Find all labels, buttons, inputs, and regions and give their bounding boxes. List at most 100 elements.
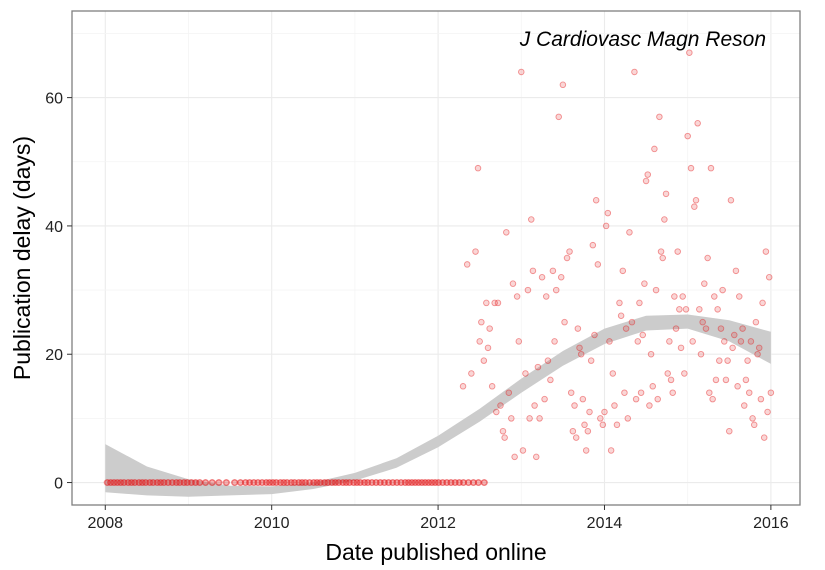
data-point [250,479,257,486]
data-point [272,479,280,486]
data-point [501,434,508,441]
data-point [291,479,299,486]
data-point [156,479,164,486]
data-point [241,479,249,486]
data-point [636,299,643,307]
data-point [425,479,433,486]
data-point [431,479,439,486]
data-point [290,479,298,486]
data-point [139,479,146,486]
data-point [541,395,548,403]
data-point [414,479,422,486]
data-point [652,286,660,294]
data-point [128,479,136,486]
data-point [524,286,532,294]
data-point [755,344,763,352]
data-point [419,479,426,486]
data-point [646,402,653,409]
confidence-band [105,314,771,497]
data-point [176,479,184,486]
data-point [368,479,375,486]
data-point [491,299,498,307]
data-point [146,479,153,486]
data-point [536,415,543,422]
data-point [127,479,135,486]
data-point [592,197,600,204]
data-point [460,479,468,486]
data-point [497,402,504,409]
data-point [626,229,633,236]
data-point [651,145,658,153]
data-point [331,479,339,486]
data-point [208,479,216,486]
data-point [339,479,346,486]
data-point [752,318,760,326]
data-point [136,479,143,486]
data-point [447,479,454,486]
data-point [677,344,685,352]
data-point [259,479,266,486]
data-point [522,370,529,377]
data-point [654,395,661,403]
data-point [131,479,138,486]
data-point [117,479,124,486]
data-point [632,395,640,403]
data-point [138,479,146,486]
data-point [321,479,329,486]
data-point [552,286,560,294]
data-point [699,318,706,326]
data-point [597,415,604,422]
data-point [230,479,238,486]
data-point [345,479,353,486]
data-point [574,325,582,332]
data-point [692,197,700,204]
data-point [469,479,477,486]
y-tick-label: 20 [45,347,63,364]
data-point [475,479,483,486]
data-point [483,299,490,307]
data-point [324,479,331,486]
data-point [736,293,743,300]
data-point [704,254,711,262]
data-point [172,479,180,486]
y-tick-label: 0 [54,476,63,493]
data-point [581,421,588,429]
x-tick-label: 2008 [87,515,123,532]
data-point [463,261,471,268]
data-point [484,344,492,352]
data-point [305,479,313,486]
data-point [671,293,678,300]
data-point [721,338,728,345]
data-point [621,389,628,396]
data-point [572,434,580,441]
data-point [432,479,439,486]
data-point [299,479,306,486]
data-point [494,299,502,307]
data-point [526,415,533,422]
data-point [631,68,638,76]
data-point [508,415,515,422]
data-point [280,479,288,486]
data-point [165,479,172,486]
data-point [438,479,446,486]
data-point [237,479,245,486]
data-point [571,402,578,409]
data-point [602,222,610,230]
data-point [606,338,613,345]
data-point [325,479,332,486]
data-point [421,479,429,486]
data-point [408,479,415,486]
data-point [435,479,443,486]
data-point [637,389,645,396]
data-point [146,479,154,486]
data-point [384,479,392,486]
data-point [192,479,200,486]
data-point [131,479,139,486]
data-point [505,389,513,396]
data-point [428,479,435,486]
data-point [161,479,168,486]
data-point [706,389,713,396]
data-point [493,408,500,416]
data-point [451,479,458,486]
data-point [124,479,131,486]
